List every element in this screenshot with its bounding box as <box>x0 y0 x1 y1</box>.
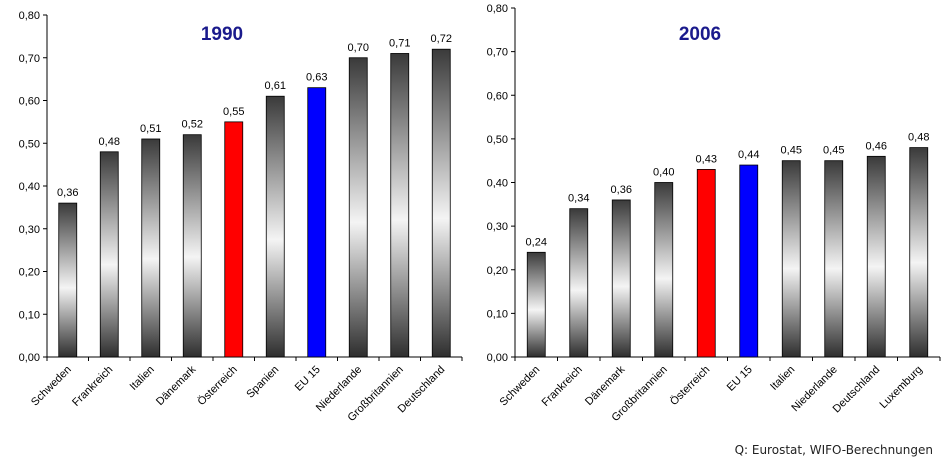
bar <box>611 199 631 358</box>
y-tick-label: 0,30 <box>19 224 40 236</box>
bar-value-label: 0,43 <box>696 153 717 165</box>
bar-value-label: 0,36 <box>611 184 632 196</box>
x-tick-label: Dänemark <box>154 363 199 408</box>
y-tick-label: 0,20 <box>19 267 40 279</box>
y-tick-label: 0,50 <box>19 138 40 150</box>
bar-value-label: 0,44 <box>738 149 759 161</box>
source-note: Q: Eurostat, WIFO-Berechnungen <box>734 443 933 457</box>
bar-value-label: 0,34 <box>568 193 589 205</box>
y-tick-label: 0,10 <box>19 309 40 321</box>
bar <box>224 121 244 358</box>
bar-value-label: 0,36 <box>57 187 78 199</box>
bar-value-label: 0,45 <box>823 145 844 157</box>
x-tick-label: EU 15 <box>725 364 755 394</box>
bar <box>909 147 929 358</box>
bar <box>654 182 674 358</box>
y-tick-label: 0,00 <box>487 352 508 364</box>
bar <box>99 151 119 358</box>
y-tick-label: 0,70 <box>487 47 508 59</box>
bar-value-label: 0,51 <box>140 123 161 135</box>
y-tick-label: 0,50 <box>487 134 508 146</box>
bar <box>824 160 844 358</box>
chart-canvas: 0,00 0,10 0,20 0,30 0,40 0,50 0,60 0,70 0,80 0,36… <box>19 3 941 424</box>
bar <box>307 87 327 358</box>
y-tick-label: 0,10 <box>487 308 508 320</box>
chart-title: 1990 <box>201 24 243 45</box>
x-tick-label: Frankreich <box>540 364 585 409</box>
bar-value-label: 0,55 <box>223 106 244 118</box>
y-tick-label: 0,20 <box>487 265 508 277</box>
y-tick-label: 0,40 <box>487 178 508 190</box>
x-tick-label: EU 15 <box>293 364 323 394</box>
bar <box>569 208 589 358</box>
y-tick-label: 0,80 <box>487 3 508 15</box>
bar <box>390 53 410 358</box>
bar <box>431 48 451 358</box>
y-tick-label: 0,80 <box>19 10 40 22</box>
x-tick-label: Österreich <box>668 364 712 408</box>
chart-1990: 0,00 0,10 0,20 0,30 0,40 0,50 0,60 0,70 0,80 0,36… <box>19 10 463 424</box>
y-tick-label: 0,40 <box>19 181 40 193</box>
y-tick-label: 0,30 <box>487 221 508 233</box>
x-tick-label: Schweden <box>498 364 543 409</box>
y-tick-label: 0,60 <box>19 96 40 108</box>
bar <box>696 169 716 358</box>
bar-value-label: 0,72 <box>431 33 452 45</box>
x-tick-label: Italien <box>128 364 157 393</box>
chart-title: 2006 <box>679 24 721 45</box>
bar-value-label: 0,70 <box>348 42 369 54</box>
bar-value-label: 0,52 <box>182 119 203 131</box>
bar-value-label: 0,48 <box>908 132 929 144</box>
x-tick-label: Spanien <box>244 364 281 401</box>
chart-2006: 0,00 0,10 0,20 0,30 0,40 0,50 0,60 0,70 0,80 0,24… <box>487 3 941 424</box>
y-tick-label: 0,00 <box>19 352 40 364</box>
bar <box>526 251 546 358</box>
x-tick-label: Frankreich <box>70 364 115 409</box>
bar-value-label: 0,46 <box>866 140 887 152</box>
x-tick-label: Luxemburg <box>877 364 924 411</box>
bar-value-label: 0,61 <box>265 80 286 92</box>
x-tick-label: Dänemark <box>583 363 628 408</box>
bar <box>781 160 801 358</box>
bar-value-label: 0,71 <box>389 37 410 49</box>
bar-value-label: 0,48 <box>99 136 120 148</box>
bar <box>58 202 78 358</box>
bar <box>739 164 759 358</box>
bar-value-label: 0,40 <box>653 167 674 179</box>
y-tick-label: 0,70 <box>19 53 40 65</box>
y-tick-label: 0,60 <box>487 90 508 102</box>
x-tick-label: Italien <box>768 364 797 393</box>
bar <box>141 138 161 358</box>
bar <box>265 95 285 358</box>
x-tick-label: Österreich <box>196 364 240 408</box>
bar <box>348 57 368 358</box>
bar <box>866 155 886 358</box>
bar-value-label: 0,45 <box>781 145 802 157</box>
bar <box>182 134 202 358</box>
bar-value-label: 0,63 <box>306 72 327 84</box>
x-tick-label: Schweden <box>29 364 74 409</box>
bar-value-label: 0,24 <box>526 236 547 248</box>
